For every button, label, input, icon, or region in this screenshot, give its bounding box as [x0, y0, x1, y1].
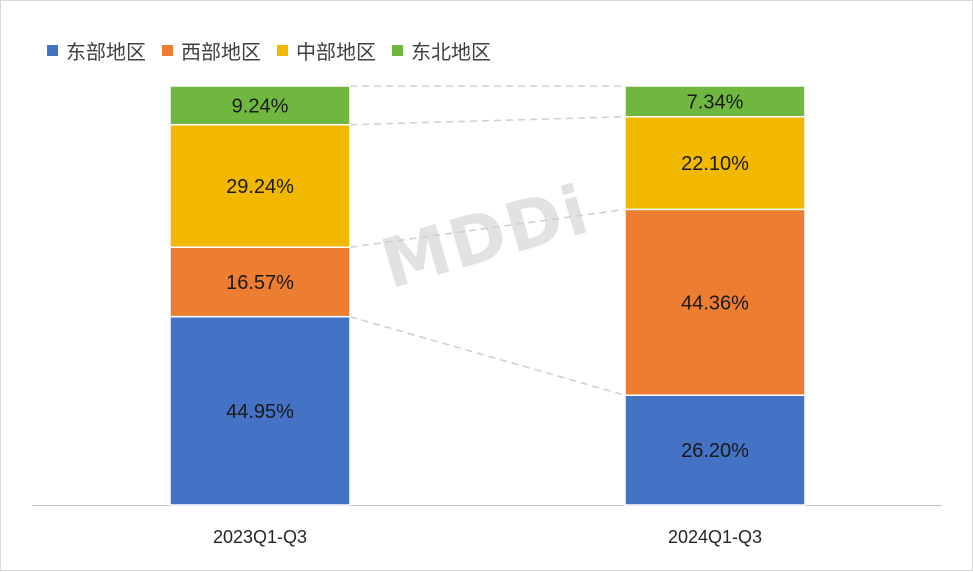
legend-label-central: 中部地区 [296, 39, 376, 64]
legend-swatch-northeast [392, 44, 403, 56]
bar-segment-west-2023 [169, 246, 351, 318]
data-label-central-2023: 29.24% [226, 176, 294, 198]
bar-segment-west-2024 [624, 208, 806, 396]
legend-item-east: 东部地区 [47, 36, 146, 65]
bar-segment-east-2023 [169, 315, 351, 506]
legend-label-east: 东部地区 [66, 39, 146, 64]
legend-item-west: 西部地区 [162, 36, 261, 65]
data-label-central-2024: 22.10% [681, 153, 749, 175]
bar-segment-northeast-2024 [624, 85, 806, 118]
legend-item-northeast: 东北地区 [392, 36, 491, 65]
data-label-west-2024: 44.36% [681, 292, 749, 314]
data-label-northeast-2023: 9.24% [232, 95, 289, 117]
connector-line-west [349, 208, 626, 249]
bar-segment-east-2024 [624, 394, 806, 506]
bar-segment-central-2023 [169, 123, 351, 248]
data-label-northeast-2024: 7.34% [687, 91, 744, 113]
legend-swatch-central [277, 44, 288, 56]
category-label-2023: 2023Q1-Q3 [213, 527, 307, 547]
legend-label-northeast: 东北地区 [411, 39, 491, 64]
chart-legend: 东部地区 西部地区 中部地区 东北地区 [47, 35, 507, 65]
legend-swatch-east [47, 44, 58, 56]
bar-segment-northeast-2023 [169, 85, 351, 126]
legend-label-west: 西部地区 [181, 39, 261, 64]
connector-line-east [349, 315, 626, 396]
legend-item-central: 中部地区 [277, 36, 376, 65]
data-label-east-2023: 44.95% [226, 401, 294, 423]
data-label-west-2023: 16.57% [226, 272, 294, 294]
data-label-east-2024: 26.20% [681, 440, 749, 462]
connector-line-central [349, 115, 626, 126]
category-label-2024: 2024Q1-Q3 [668, 527, 762, 547]
legend-swatch-west [162, 44, 173, 56]
